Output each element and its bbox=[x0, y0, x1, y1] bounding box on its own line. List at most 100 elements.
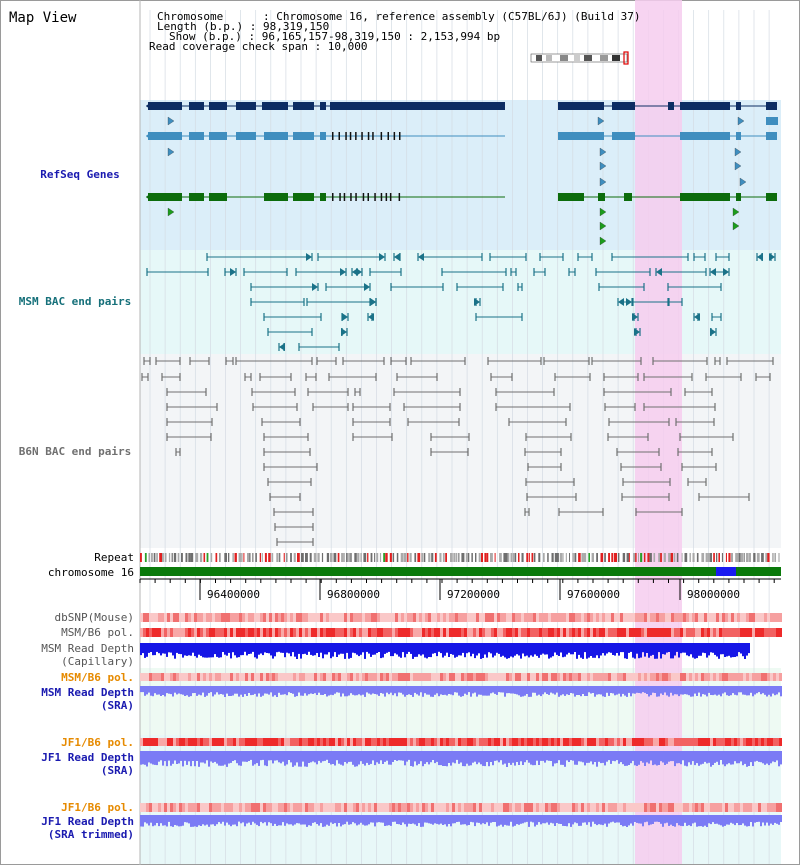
msm-bac-pair[interactable] bbox=[655, 268, 707, 276]
b6n-bac-pair[interactable] bbox=[155, 357, 181, 365]
b6n-bac-track[interactable] bbox=[141, 357, 774, 546]
msm-bac-pair[interactable] bbox=[263, 313, 322, 321]
b6n-bac-pair[interactable] bbox=[261, 418, 301, 426]
gene-row-3b[interactable] bbox=[558, 193, 777, 201]
msm-bac-pair[interactable] bbox=[325, 283, 371, 291]
gene-marker[interactable] bbox=[734, 147, 742, 157]
msm-bac-pair[interactable] bbox=[206, 253, 313, 261]
gene-marker[interactable] bbox=[599, 177, 607, 187]
msm-bac-pair[interactable] bbox=[224, 268, 237, 276]
b6n-bac-pair[interactable] bbox=[407, 418, 460, 426]
b6n-bac-pair[interactable] bbox=[430, 448, 469, 456]
b6n-bac-pair[interactable] bbox=[643, 373, 693, 381]
b6n-bac-pair[interactable] bbox=[684, 388, 713, 396]
b6n-bac-pair[interactable] bbox=[621, 493, 670, 501]
b6n-bac-pair[interactable] bbox=[352, 418, 391, 426]
track-label-b6n-bac[interactable]: B6N BAC end pairs bbox=[18, 445, 132, 458]
b6n-bac-pair[interactable] bbox=[276, 538, 314, 546]
msm-bac-pair[interactable] bbox=[351, 268, 363, 276]
msm-bac-pair[interactable] bbox=[510, 268, 517, 276]
track-label-msm-bac[interactable]: MSM BAC end pairs bbox=[18, 295, 132, 308]
msm-bac-pair[interactable] bbox=[617, 298, 633, 306]
gene-row-2b[interactable] bbox=[558, 132, 777, 140]
b6n-bac-pair[interactable] bbox=[267, 478, 312, 486]
b6n-bac-pair[interactable] bbox=[263, 448, 311, 456]
msm-bac-pair[interactable] bbox=[295, 268, 347, 276]
gene-marker[interactable] bbox=[597, 116, 605, 126]
msm-bac-pair[interactable] bbox=[250, 283, 319, 291]
b6n-bac-pair[interactable] bbox=[527, 463, 562, 471]
gene-marker[interactable] bbox=[167, 207, 175, 217]
b6n-bac-pair[interactable] bbox=[714, 357, 721, 365]
b6n-bac-pair[interactable] bbox=[166, 388, 207, 396]
gene-marker[interactable] bbox=[599, 221, 607, 231]
b6n-bac-pair[interactable] bbox=[525, 433, 572, 441]
b6n-bac-pair[interactable] bbox=[508, 418, 567, 426]
msm-bac-pair[interactable] bbox=[711, 313, 722, 321]
b6n-bac-pair[interactable] bbox=[616, 448, 660, 456]
highlight-region[interactable] bbox=[635, 0, 682, 864]
b6n-bac-pair[interactable] bbox=[166, 418, 213, 426]
msm-bac-pair[interactable] bbox=[393, 253, 401, 261]
b6n-bac-pair[interactable] bbox=[269, 493, 301, 501]
gene-row-3[interactable] bbox=[146, 193, 505, 201]
msm-bac-pair[interactable] bbox=[475, 313, 523, 321]
gene-marker[interactable] bbox=[737, 116, 745, 126]
msm-bac-pair[interactable] bbox=[146, 268, 209, 276]
msm-bac-pair[interactable] bbox=[417, 253, 483, 261]
b6n-bac-pair[interactable] bbox=[189, 357, 210, 365]
b6n-bac-pair[interactable] bbox=[307, 388, 349, 396]
msm-bac-pair[interactable] bbox=[317, 253, 386, 261]
msm-bac-pair[interactable] bbox=[693, 313, 700, 321]
b6n-bac-pair[interactable] bbox=[608, 418, 670, 426]
chromosome-ideogram[interactable] bbox=[530, 51, 629, 65]
msm-bac-pair[interactable] bbox=[693, 253, 706, 261]
b6n-bac-pair[interactable] bbox=[487, 357, 542, 365]
b6n-bac-pair[interactable] bbox=[161, 373, 181, 381]
b6n-bac-pair[interactable] bbox=[354, 388, 361, 396]
b6n-bac-pair[interactable] bbox=[591, 357, 642, 365]
msm-bac-pair[interactable] bbox=[668, 298, 683, 306]
msm-bac-pair[interactable] bbox=[267, 328, 313, 336]
b6n-bac-pair[interactable] bbox=[705, 373, 742, 381]
b6n-bac-pair[interactable] bbox=[603, 373, 639, 381]
msm-bac-pair[interactable] bbox=[710, 328, 717, 336]
msm-bac-pair[interactable] bbox=[539, 253, 564, 261]
b6n-bac-pair[interactable] bbox=[643, 403, 716, 411]
b6n-bac-pair[interactable] bbox=[244, 373, 252, 381]
msm-bac-pair[interactable] bbox=[667, 283, 722, 291]
b6n-bac-pair[interactable] bbox=[328, 373, 377, 381]
b6n-bac-pair[interactable] bbox=[166, 403, 218, 411]
b6n-bac-pair[interactable] bbox=[305, 373, 317, 381]
b6n-bac-pair[interactable] bbox=[603, 388, 672, 396]
msm-bac-pair[interactable] bbox=[441, 268, 507, 276]
msm-bac-pair[interactable] bbox=[278, 343, 285, 351]
jf1-pol-trimmed-track[interactable] bbox=[140, 803, 782, 812]
b6n-bac-pair[interactable] bbox=[175, 448, 181, 456]
msm-bac-pair[interactable] bbox=[474, 298, 481, 306]
b6n-bac-pair[interactable] bbox=[352, 433, 393, 441]
msm-bac-pair[interactable] bbox=[533, 268, 546, 276]
b6n-bac-pair[interactable] bbox=[687, 478, 707, 486]
b6n-bac-pair[interactable] bbox=[252, 403, 298, 411]
msm-bac-pair[interactable] bbox=[243, 268, 288, 276]
b6n-bac-pair[interactable] bbox=[679, 433, 734, 441]
b6n-bac-pair[interactable] bbox=[342, 357, 385, 365]
gene-row-2[interactable] bbox=[146, 132, 505, 140]
b6n-bac-pair[interactable] bbox=[554, 373, 591, 381]
b6n-bac-pair[interactable] bbox=[430, 433, 470, 441]
b6n-bac-pair[interactable] bbox=[675, 418, 715, 426]
b6n-bac-pair[interactable] bbox=[726, 357, 774, 365]
gene-marker[interactable] bbox=[734, 161, 742, 171]
msm-bac-pair[interactable] bbox=[456, 283, 504, 291]
b6n-bac-pair[interactable] bbox=[251, 388, 296, 396]
gene-row-1b[interactable] bbox=[558, 102, 777, 110]
b6n-bac-pair[interactable] bbox=[235, 357, 313, 365]
msm-bac-pair[interactable] bbox=[595, 268, 651, 276]
b6n-bac-pair[interactable] bbox=[681, 463, 717, 471]
b6n-bac-pair[interactable] bbox=[312, 403, 349, 411]
msm-bac-pair[interactable] bbox=[634, 328, 641, 336]
b6n-bac-pair[interactable] bbox=[698, 493, 750, 501]
b6n-bac-pair[interactable] bbox=[524, 508, 530, 516]
b6n-bac-pair[interactable] bbox=[390, 357, 407, 365]
